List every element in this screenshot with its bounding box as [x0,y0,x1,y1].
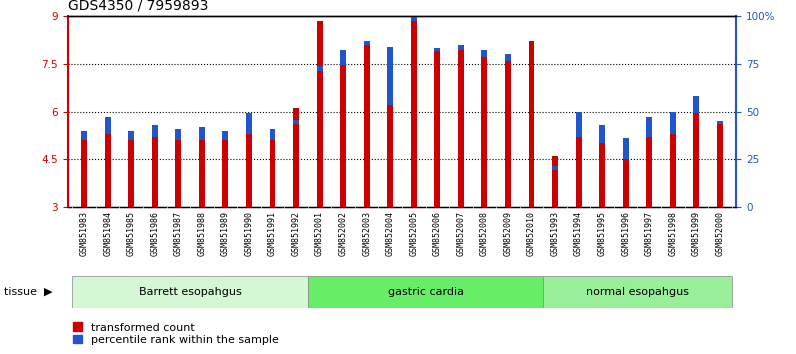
Bar [599,125,605,143]
Text: GSM851983: GSM851983 [80,211,88,256]
Bar [364,45,369,207]
Text: GSM851998: GSM851998 [668,211,677,256]
Bar [199,140,205,207]
Bar [529,41,534,207]
Bar [340,65,346,207]
Bar [317,66,322,71]
Bar [505,61,511,207]
Bar [105,134,111,207]
Text: GSM851995: GSM851995 [598,211,607,256]
Text: GSM852005: GSM852005 [409,211,418,256]
Bar [669,134,676,207]
Text: GSM852000: GSM852000 [716,211,724,256]
Text: GSM851996: GSM851996 [621,211,630,256]
Bar [552,166,558,170]
Bar [622,159,629,207]
Text: GSM851988: GSM851988 [197,211,206,256]
Bar [669,112,676,134]
Bar [411,19,416,207]
Legend: transformed count, percentile rank within the sample: transformed count, percentile rank withi… [73,322,279,345]
Bar [411,16,416,21]
Bar [317,21,322,207]
Bar [175,129,181,140]
Bar [222,131,228,140]
Bar [646,117,652,137]
Bar [340,50,346,65]
Text: normal esopahgus: normal esopahgus [586,287,689,297]
Text: GSM852010: GSM852010 [527,211,536,256]
Bar [599,143,605,207]
Bar [81,140,87,207]
Bar [105,117,111,134]
Bar [435,48,440,51]
Text: GSM852003: GSM852003 [362,211,371,256]
Text: GSM851984: GSM851984 [103,211,112,256]
Text: GSM852001: GSM852001 [315,211,324,256]
Bar [576,112,582,137]
Text: GSM852002: GSM852002 [338,211,348,256]
Bar [458,46,464,207]
Bar [81,131,87,140]
Text: GDS4350 / 7959893: GDS4350 / 7959893 [68,0,208,12]
Bar [552,156,558,207]
Bar [482,50,487,57]
Bar [72,276,308,308]
Text: GSM851989: GSM851989 [221,211,230,256]
Bar [293,120,299,124]
Text: GSM851991: GSM851991 [268,211,277,256]
Bar [199,127,205,140]
Bar [576,137,582,207]
Bar [482,57,487,207]
Bar [646,137,652,207]
Bar [693,96,699,113]
Bar [717,124,723,207]
Bar [246,134,252,207]
Text: GSM852008: GSM852008 [480,211,489,256]
Bar [175,140,181,207]
Bar [364,41,369,45]
Bar [458,45,464,50]
Bar [246,113,252,134]
Text: GSM851986: GSM851986 [150,211,159,256]
Bar [270,129,275,140]
Text: GSM851993: GSM851993 [551,211,560,256]
Text: GSM852006: GSM852006 [433,211,442,256]
Text: Barrett esopahgus: Barrett esopahgus [139,287,241,297]
Text: GSM851990: GSM851990 [244,211,253,256]
Bar [388,46,393,105]
Bar [128,140,135,207]
Bar [622,138,629,159]
Text: GSM852009: GSM852009 [503,211,513,256]
Text: gastric cardia: gastric cardia [388,287,463,297]
Bar [152,125,158,137]
Bar [388,105,393,207]
Bar [435,51,440,207]
Text: GSM851997: GSM851997 [645,211,654,256]
Bar [543,276,732,308]
Bar [308,276,543,308]
Bar [152,137,158,207]
Text: GSM851994: GSM851994 [574,211,583,256]
Bar [128,131,135,140]
Text: GSM852004: GSM852004 [386,211,395,256]
Text: GSM851987: GSM851987 [174,211,183,256]
Text: tissue  ▶: tissue ▶ [4,287,53,297]
Bar [222,140,228,207]
Bar [505,54,511,61]
Bar [270,140,275,207]
Text: GSM851992: GSM851992 [291,211,301,256]
Bar [293,108,299,207]
Text: GSM851999: GSM851999 [692,211,700,256]
Bar [693,113,699,207]
Text: GSM852007: GSM852007 [456,211,466,256]
Text: GSM851985: GSM851985 [127,211,136,256]
Bar [717,121,723,124]
